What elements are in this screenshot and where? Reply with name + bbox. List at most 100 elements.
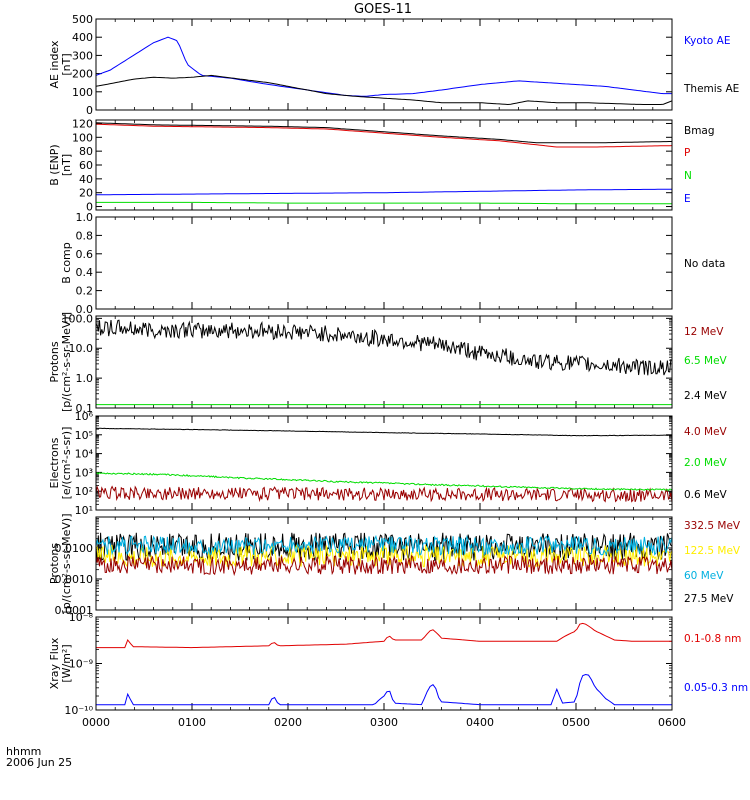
y-axis-label: B comp: [60, 242, 73, 284]
series-group: [96, 427, 672, 503]
panel-frame: [95, 616, 673, 711]
y-tick-label: 100.0: [62, 312, 94, 325]
legend-label: 332.5 MeV: [684, 520, 741, 532]
series-line-kyoto-ae: [96, 36, 672, 97]
y-tick-label: 0.0010: [55, 573, 94, 586]
y-axis-label: [p/(cm²-s-sr-MeV)]: [60, 514, 73, 614]
y-tick-label: 10.0: [69, 342, 94, 355]
y-tick-label: 0.0001: [55, 604, 94, 617]
y-axis-label: AE index: [48, 40, 61, 89]
y-tick-label: 0: [86, 104, 93, 117]
y-tick-label: 60: [79, 159, 93, 172]
y-axis-label: [W/m²]: [60, 644, 73, 682]
legend-label: 27.5 MeV: [684, 593, 734, 605]
y-tick-label: 0.2: [76, 285, 94, 298]
legend-label: 2.0 MeV: [684, 457, 728, 469]
series-group: [96, 36, 672, 106]
x-tick-label: 0200: [274, 716, 302, 729]
series-line-60-mev: [96, 534, 672, 557]
legend-label: No data: [684, 258, 725, 270]
x-tick-label: 0000: [82, 716, 110, 729]
series-line-0-05-0-3-nm: [96, 673, 672, 706]
panel-2: 0.0 0.2 0.4 0.6 0.8 1.0 B comp No data: [60, 211, 725, 316]
y-axis-label: B (ENP): [48, 144, 61, 185]
y-tick-label: 1.0: [76, 372, 94, 385]
legend-label: Kyoto AE: [684, 35, 730, 47]
y-tick-label: 100: [72, 131, 93, 144]
panel-frame: [95, 315, 673, 409]
panel-frame: [95, 119, 673, 211]
legend-label: Bmag: [684, 125, 715, 137]
legend-label: 12 MeV: [684, 326, 724, 338]
panel-0: 0 100 200 300 400 500 AE index [nT] Kyoto AE Them…: [48, 13, 739, 117]
x-tick-label: 0500: [562, 716, 590, 729]
legend-label: 4.0 MeV: [684, 426, 728, 438]
y-tick-label: 10⁵: [75, 429, 93, 442]
y-tick-label: 10⁻¹⁰: [64, 704, 93, 717]
legend-label: 0.6 MeV: [684, 489, 728, 501]
series-line-p: [96, 123, 672, 148]
series-line-themis-ae: [96, 74, 672, 106]
y-tick-label: 0.1: [76, 402, 94, 415]
series-line-2-4-mev: [96, 319, 672, 376]
y-axis-label: Xray Flux: [48, 637, 61, 689]
y-tick-label: 300: [72, 49, 93, 62]
series-line-2-0-mev: [96, 471, 672, 491]
legend-label: 60 MeV: [684, 570, 724, 582]
y-tick-label: 0.0100: [55, 542, 94, 555]
x-tick-label: 0400: [466, 716, 494, 729]
y-tick-label: 0.0: [76, 303, 94, 316]
y-axis-label: Protons: [48, 341, 61, 382]
series-line-4-0-mev: [96, 485, 672, 503]
legend-label: N: [684, 170, 692, 182]
legend-label: 0.1-0.8 nm: [684, 633, 741, 645]
y-tick-label: 500: [72, 13, 93, 26]
legend-label: 122.5 MeV: [684, 545, 741, 557]
y-tick-label: 40: [79, 173, 93, 186]
footer-date-label: 2006 Jun 25: [6, 756, 72, 769]
y-axis-label: Protons: [48, 543, 61, 584]
series-group: [96, 622, 672, 706]
y-tick-label: 0: [86, 201, 93, 214]
y-tick-label: 400: [72, 31, 93, 44]
x-tick-label: 0300: [370, 716, 398, 729]
legend-label: 6.5 MeV: [684, 355, 728, 367]
series-group: [96, 122, 672, 205]
legend-label: 0.05-0.3 nm: [684, 682, 748, 694]
legend-label: Themis AE: [683, 83, 739, 95]
y-tick-label: 100: [72, 86, 93, 99]
y-tick-label: 80: [79, 145, 93, 158]
panel-frame: [95, 18, 673, 111]
series-line-0-1-0-8-nm: [96, 622, 672, 649]
y-tick-label: 120: [72, 117, 93, 130]
panel-3: 0.1 1.0 10.0 100.0 Protons [p/(cm²-s-sr-MeV)]…: [48, 312, 728, 415]
series-line-27-5-mev: [96, 554, 672, 577]
panel-6: 10⁻¹⁰ 10⁻⁹ 10⁻⁸ Xray Flux [W/m²] 0.1-0.8 nm 0.…: [48, 611, 748, 717]
y-axis-label: Electrons: [48, 437, 61, 488]
x-tick-label: 0100: [178, 716, 206, 729]
y-tick-label: 10⁻⁹: [69, 658, 93, 671]
panel-frame: [95, 415, 673, 511]
panel-frame: [95, 216, 673, 310]
y-tick-label: 10³: [75, 466, 93, 479]
y-tick-label: 10¹: [75, 504, 93, 517]
legend-label: 2.4 MeV: [684, 390, 728, 402]
y-axis-label: [nT]: [60, 154, 73, 176]
y-tick-label: 10²: [75, 485, 93, 498]
y-axis-label: [p/(cm²-s-sr-MeV)]: [60, 312, 73, 412]
plot-title: GOES-11: [354, 2, 412, 17]
y-tick-label: 20: [79, 187, 93, 200]
y-tick-label: 10⁴: [75, 448, 94, 461]
y-tick-label: 10⁻⁸: [69, 611, 94, 624]
legend-label: P: [684, 147, 690, 159]
y-tick-label: 0.8: [76, 229, 94, 242]
y-axis-label: [e/(cm²-s-sr)]: [60, 427, 73, 500]
panel-4: 10¹ 10² 10³ 10⁴ 10⁵ 10⁶ Electrons [e/(cm²-s-sr)…: [48, 410, 728, 517]
series-line-e: [96, 188, 672, 196]
series-group: [96, 319, 672, 408]
legend-label: E: [684, 193, 691, 205]
x-tick-label: 0600: [658, 716, 686, 729]
